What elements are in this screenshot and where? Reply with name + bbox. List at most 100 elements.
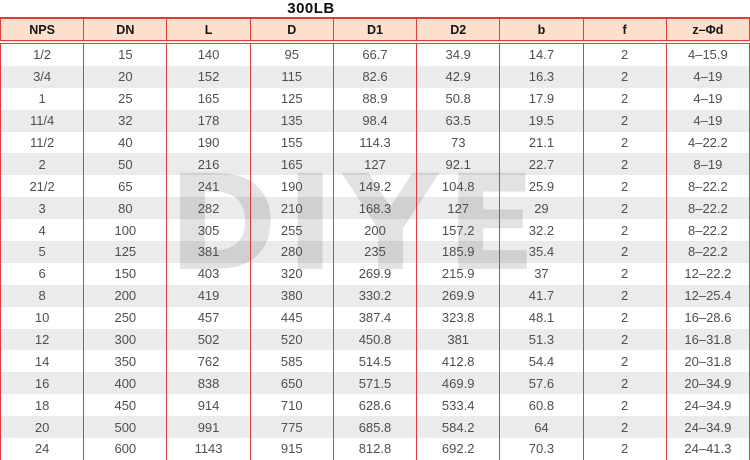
table-row: 24 600 1143 915 812.8 692.2 70.3 2 24–41.3: [0, 438, 750, 460]
table-cell: 502: [166, 328, 251, 351]
table-cell: 127: [332, 153, 418, 176]
table-cell: 4: [0, 219, 85, 242]
table-cell: 54.4: [499, 350, 584, 373]
table-cell: 12: [0, 328, 85, 351]
table-cell: 37: [499, 262, 584, 285]
table-cell: 135: [249, 109, 334, 132]
table-cell: 216: [166, 153, 251, 176]
table-row: 21/2 65 241 190 149.2 104.8 25.9 2 8–22.2: [0, 175, 750, 198]
table-cell: 24: [0, 438, 85, 460]
table-cell: 24–41.3: [665, 438, 750, 460]
table-cell: 628.6: [332, 394, 418, 417]
table-cell: 125: [83, 241, 168, 263]
table-cell: 2: [582, 262, 667, 285]
table-cell: 2: [582, 42, 667, 66]
table-cell: 2: [582, 306, 667, 329]
table-cell: 600: [83, 438, 168, 460]
table-cell: 1143: [166, 438, 251, 460]
table-cell: 469.9: [416, 372, 501, 395]
table-cell: 1: [0, 87, 85, 110]
table-cell: 241: [166, 175, 251, 198]
column-header: DN: [83, 17, 168, 44]
flange-dimensions-table: NPS DN L D D1 D2 b f z–Φd 1/2 15 140 95 66.7 34.9 14.7…: [0, 17, 750, 460]
header-row: NPS DN L D D1 D2 b f z–Φd: [0, 17, 750, 44]
table-row: 3 80 282 210 168.3 127 29 2 8–22.2: [0, 197, 750, 220]
table-row: 16 400 838 650 571.5 469.9 57.6 2 20–34.9: [0, 372, 750, 395]
table-cell: 282: [166, 197, 251, 220]
table-cell: 70.3: [499, 438, 584, 460]
table-header: NPS DN L D D1 D2 b f z–Φd: [0, 17, 750, 44]
table-cell: 190: [249, 175, 334, 198]
table-cell: 165: [166, 87, 251, 110]
table-cell: 140: [166, 42, 251, 66]
table-cell: 20–34.9: [665, 372, 750, 395]
table-cell: 2: [582, 219, 667, 242]
table-cell: 450.8: [332, 328, 418, 351]
table-cell: 2: [582, 350, 667, 373]
table-cell: 50: [83, 153, 168, 176]
table-cell: 185.9: [416, 241, 501, 263]
table-cell: 25.9: [499, 175, 584, 198]
table-cell: 330.2: [332, 284, 418, 307]
table-cell: 4–19: [665, 65, 750, 88]
table-cell: 50.8: [416, 87, 501, 110]
column-header: f: [582, 17, 667, 44]
table-cell: 412.8: [416, 350, 501, 373]
table-cell: 2: [582, 175, 667, 198]
table-cell: 914: [166, 394, 251, 417]
table-cell: 250: [83, 306, 168, 329]
table-cell: 2: [582, 109, 667, 132]
table-cell: 168.3: [332, 197, 418, 220]
table-row: 8 200 419 380 330.2 269.9 41.7 2 12–25.4: [0, 284, 750, 307]
column-header: NPS: [0, 17, 85, 44]
table-row: 4 100 305 255 200 157.2 32.2 2 8–22.2: [0, 219, 750, 242]
table-cell: 215.9: [416, 262, 501, 285]
table-cell: 16: [0, 372, 85, 395]
table-cell: 149.2: [332, 175, 418, 198]
table-cell: 320: [249, 262, 334, 285]
table-cell: 650: [249, 372, 334, 395]
table-cell: 100: [83, 219, 168, 242]
table-cell: 6: [0, 262, 85, 285]
table-cell: 2: [0, 153, 85, 176]
table-row: 14 350 762 585 514.5 412.8 54.4 2 20–31.8: [0, 350, 750, 373]
table-cell: 20–31.8: [665, 350, 750, 373]
table-cell: 14: [0, 350, 85, 373]
table-cell: 60.8: [499, 394, 584, 417]
table-cell: 95: [249, 42, 334, 66]
table-cell: 400: [83, 372, 168, 395]
table-cell: 34.9: [416, 42, 501, 66]
table-cell: 32.2: [499, 219, 584, 242]
table-cell: 514.5: [332, 350, 418, 373]
table-cell: 16–28.6: [665, 306, 750, 329]
table-cell: 775: [249, 416, 334, 439]
table-cell: 65: [83, 175, 168, 198]
table-cell: 150: [83, 262, 168, 285]
table-cell: 323.8: [416, 306, 501, 329]
table-row: 3/4 20 152 115 82.6 42.9 16.3 2 4–19: [0, 65, 750, 88]
table-cell: 210: [249, 197, 334, 220]
table-cell: 710: [249, 394, 334, 417]
table-cell: 8–19: [665, 153, 750, 176]
column-header: b: [499, 17, 584, 44]
table-row: 11/4 32 178 135 98.4 63.5 19.5 2 4–19: [0, 109, 750, 132]
table-cell: 387.4: [332, 306, 418, 329]
table-cell: 125: [249, 87, 334, 110]
table-cell: 114.3: [332, 131, 418, 154]
table-cell: 280: [249, 241, 334, 263]
table-cell: 25: [83, 87, 168, 110]
table-cell: 22.7: [499, 153, 584, 176]
table-cell: 88.9: [332, 87, 418, 110]
table-cell: 255: [249, 219, 334, 242]
table-cell: 66.7: [332, 42, 418, 66]
table-cell: 381: [166, 241, 251, 263]
table-row: 1/2 15 140 95 66.7 34.9 14.7 2 4–15.9: [0, 42, 750, 66]
table-cell: 15: [83, 42, 168, 66]
table-cell: 20: [83, 65, 168, 88]
table-cell: 2: [582, 328, 667, 351]
table-cell: 692.2: [416, 438, 501, 460]
table-cell: 2: [582, 438, 667, 460]
table-cell: 92.1: [416, 153, 501, 176]
table-cell: 29: [499, 197, 584, 220]
